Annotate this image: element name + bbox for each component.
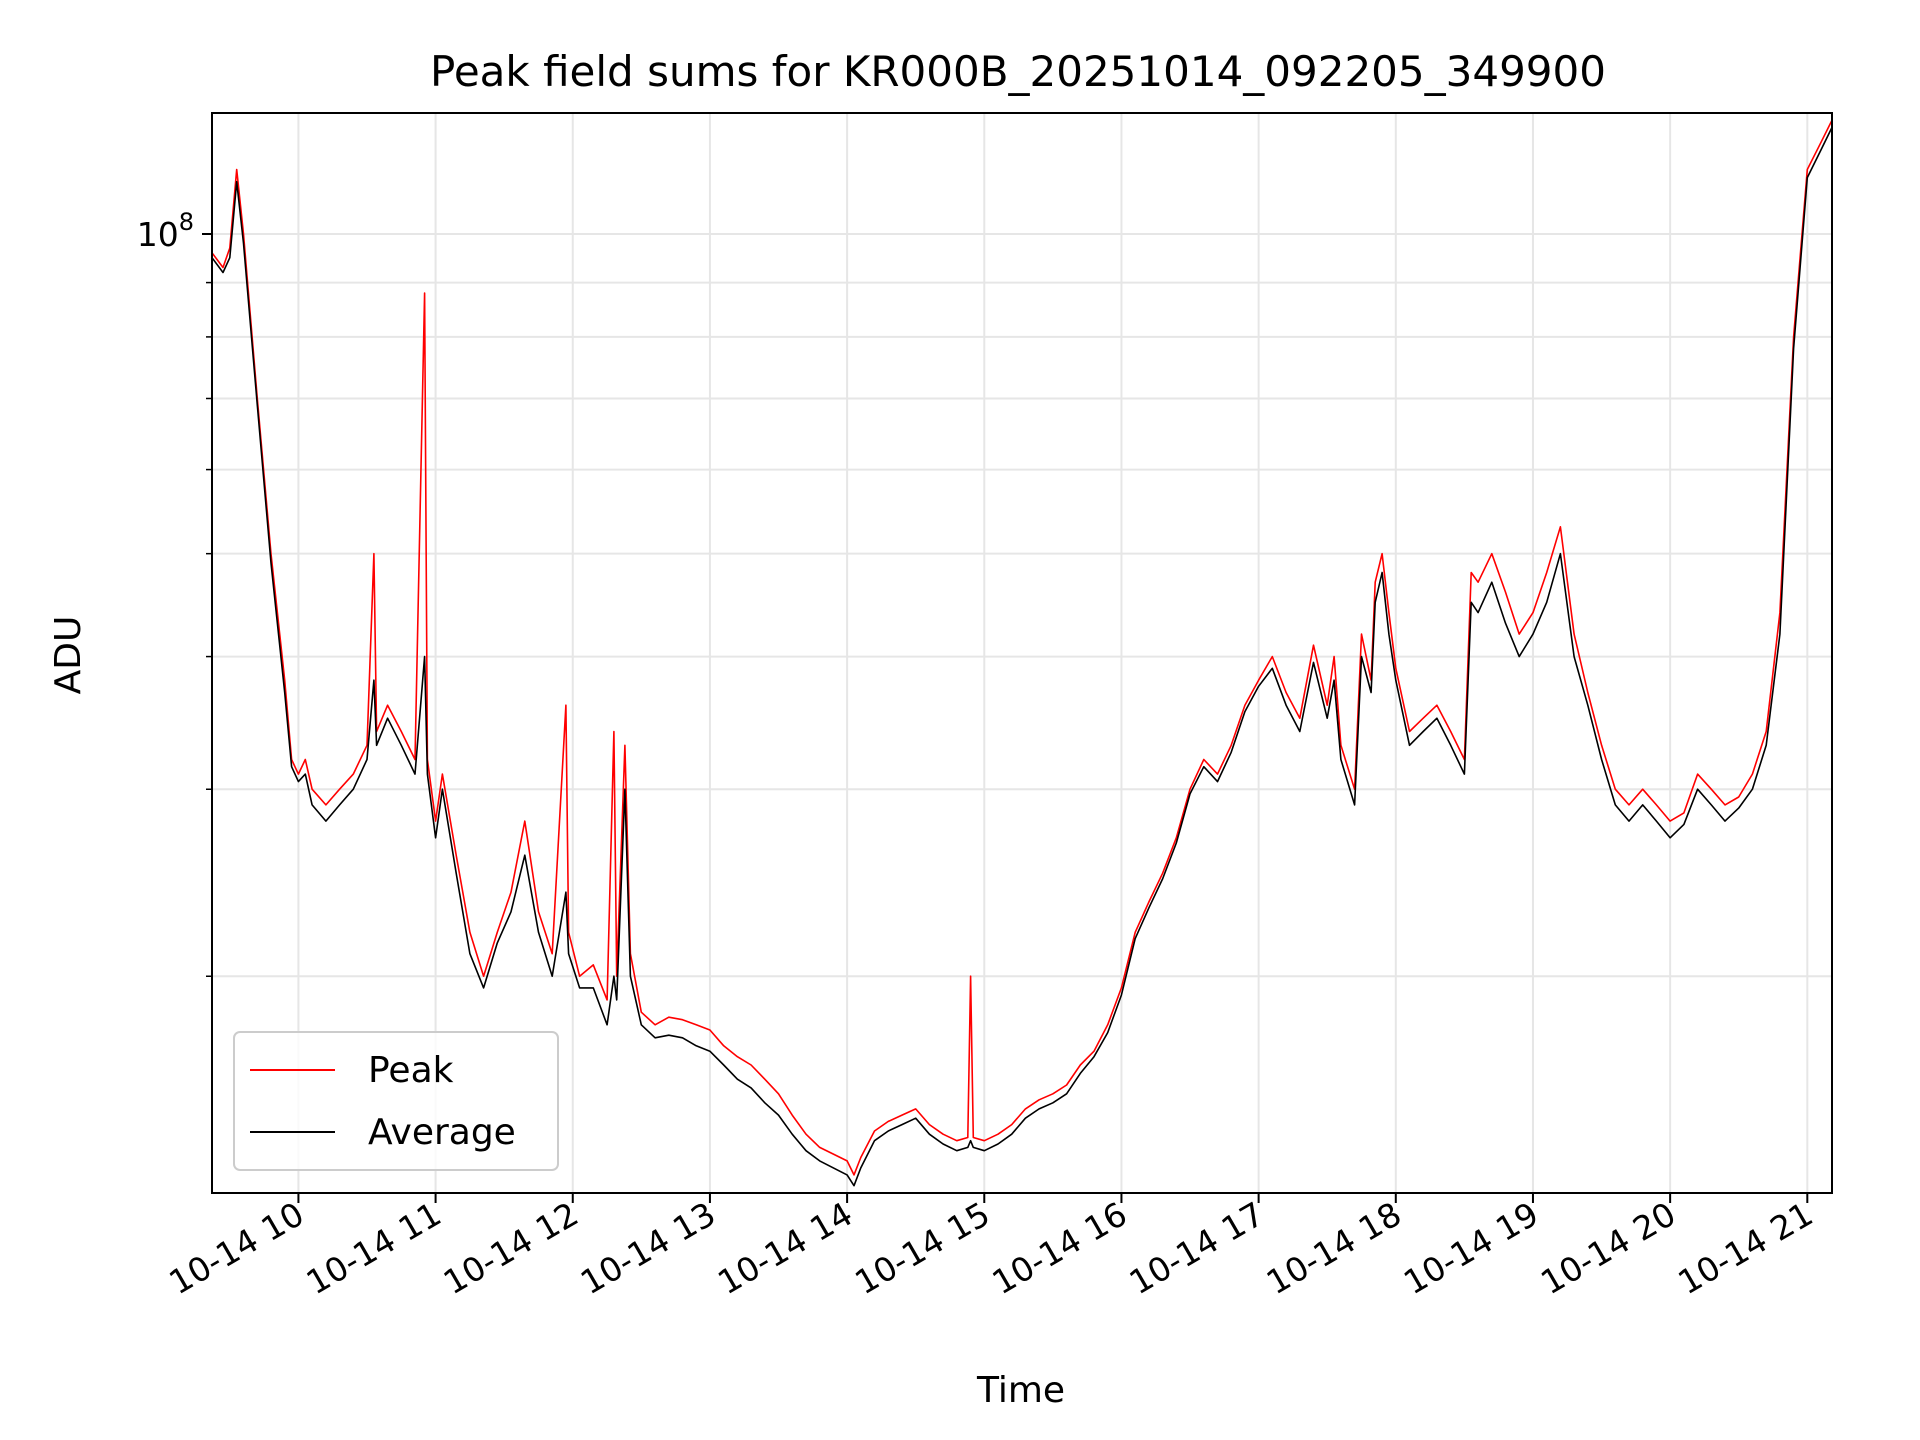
grid: [212, 113, 1832, 1193]
x-axis-label: Time: [976, 1370, 1065, 1411]
series-line-average: [212, 127, 1832, 1187]
series-layer: [212, 119, 1832, 1187]
plot-area-frame: [211, 112, 1833, 1194]
legend-label-peak: Peak: [368, 1050, 454, 1091]
y-tick-label-exponent: 8: [179, 208, 194, 236]
legend-frame: [233, 1031, 559, 1171]
y-tick-label-base: 10: [137, 215, 179, 254]
y-tick-label: 108: [137, 208, 194, 254]
legend-label-average: Average: [368, 1112, 516, 1153]
y-axis-label: ADU: [48, 616, 89, 695]
series-line-peak: [212, 119, 1832, 1176]
chart-title: Peak field sums for KR000B_20251014_0922…: [430, 47, 1606, 96]
legend[interactable]: Peak Average: [233, 1031, 559, 1171]
